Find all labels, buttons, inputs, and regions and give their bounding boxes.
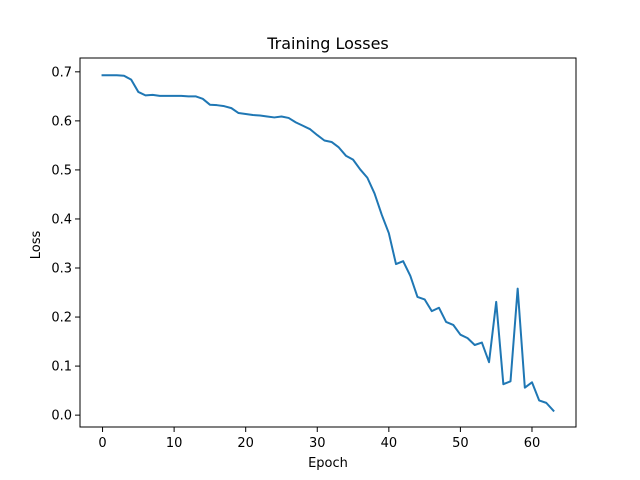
x-axis-title: Epoch <box>308 456 348 471</box>
x-tick-label: 20 <box>237 436 254 451</box>
y-tick-label: 0.0 <box>51 409 72 424</box>
chart-title: Training Losses <box>266 34 389 53</box>
x-tick-label: 60 <box>524 436 541 451</box>
y-tick-label: 0.7 <box>51 65 72 80</box>
x-tick-label: 10 <box>166 436 183 451</box>
y-tick-label: 0.6 <box>51 114 72 129</box>
y-tick-label: 0.1 <box>51 360 72 375</box>
x-tick-label: 0 <box>98 436 106 451</box>
x-tick-label: 50 <box>452 436 469 451</box>
y-tick-label: 0.5 <box>51 163 72 178</box>
x-tick-label: 40 <box>381 436 398 451</box>
x-tick-label: 30 <box>309 436 326 451</box>
axis-ticks: 0 10 20 30 40 50 60 0.0 0.1 0.2 0.3 0.4 0.5 0.6 0.7 <box>51 65 540 451</box>
y-tick-label: 0.3 <box>51 262 72 277</box>
y-tick-label: 0.4 <box>51 212 72 227</box>
plot-area <box>79 57 577 428</box>
y-tick-label: 0.2 <box>51 311 72 326</box>
axes-frame <box>79 57 577 428</box>
y-axis-title: Loss <box>29 231 44 260</box>
series-line-1 <box>101 74 555 413</box>
